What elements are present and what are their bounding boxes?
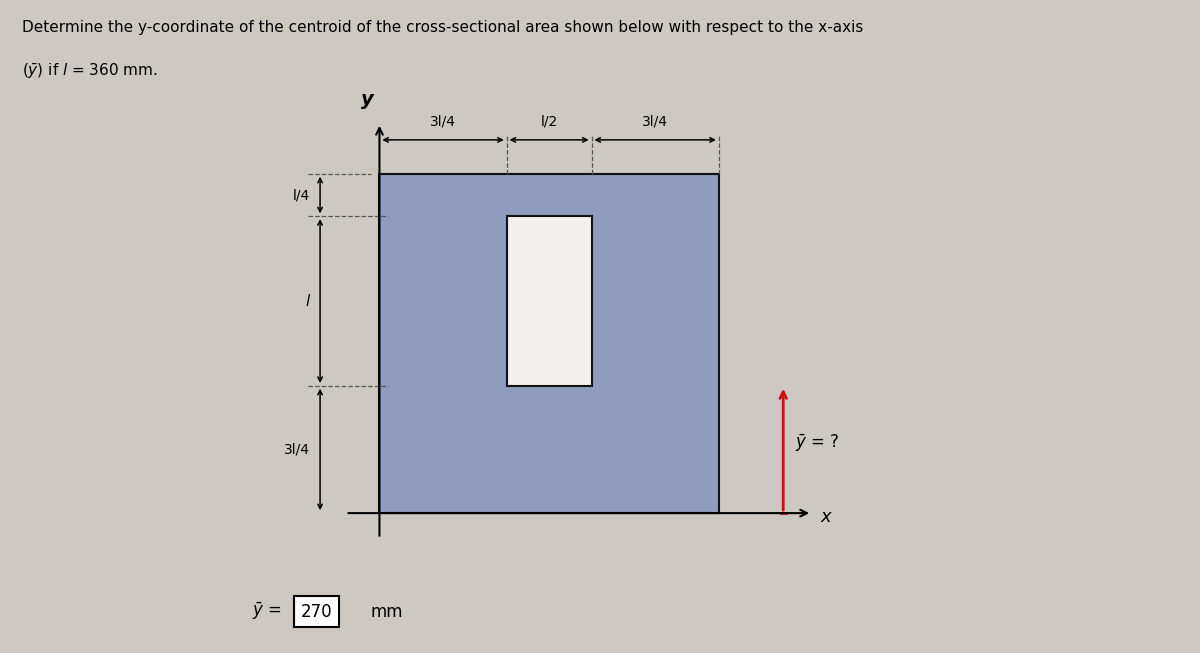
- Text: 270: 270: [301, 603, 332, 620]
- Bar: [506, 216, 592, 386]
- Text: 3l/4: 3l/4: [284, 443, 310, 456]
- Text: y: y: [361, 90, 374, 109]
- Text: mm: mm: [371, 603, 403, 620]
- Text: $\bar{y}$ = ?: $\bar{y}$ = ?: [796, 432, 840, 454]
- Bar: [379, 174, 719, 513]
- Text: $\bar{y}$ =: $\bar{y}$ =: [252, 601, 283, 622]
- Text: 3l/4: 3l/4: [430, 114, 456, 128]
- Text: 3l/4: 3l/4: [642, 114, 668, 128]
- Text: l: l: [306, 294, 310, 309]
- Text: Determine the y-coordinate of the centroid of the cross-sectional area shown bel: Determine the y-coordinate of the centro…: [22, 20, 863, 35]
- Text: $(\bar{y})$ if $l$ = 360 mm.: $(\bar{y})$ if $l$ = 360 mm.: [22, 62, 157, 81]
- Text: x: x: [821, 507, 832, 526]
- Text: l/2: l/2: [540, 114, 558, 128]
- Text: l/4: l/4: [293, 188, 310, 202]
